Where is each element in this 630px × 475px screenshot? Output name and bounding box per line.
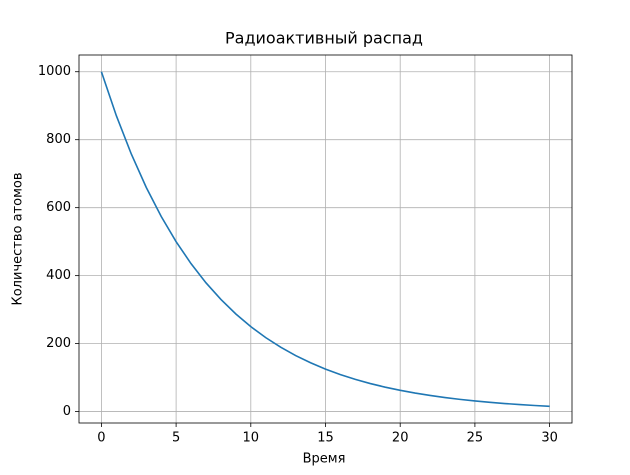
y-tick-label: 800	[46, 132, 71, 147]
x-tick-label: 15	[317, 431, 334, 446]
y-tick-label: 0	[63, 404, 71, 419]
y-tick-label: 1000	[38, 64, 71, 79]
line	[100, 71, 550, 408]
y-tick-label: 600	[46, 200, 71, 215]
x-tick-label: 0	[97, 431, 105, 446]
x-tick-label: 10	[243, 431, 260, 446]
x-tick-label: 20	[392, 431, 409, 446]
x-tick-label: 5	[172, 431, 180, 446]
y-tick-label: 400	[46, 268, 71, 283]
plot-frame	[78, 54, 573, 424]
y-tick-label: 200	[46, 336, 71, 351]
chart-title: Радиоактивный распад	[225, 29, 423, 48]
y-axis-label: Количество атомов	[11, 172, 26, 305]
x-tick-label: 25	[467, 431, 484, 446]
x-tick-label: 30	[541, 431, 558, 446]
x-axis-label: Время	[303, 452, 346, 467]
